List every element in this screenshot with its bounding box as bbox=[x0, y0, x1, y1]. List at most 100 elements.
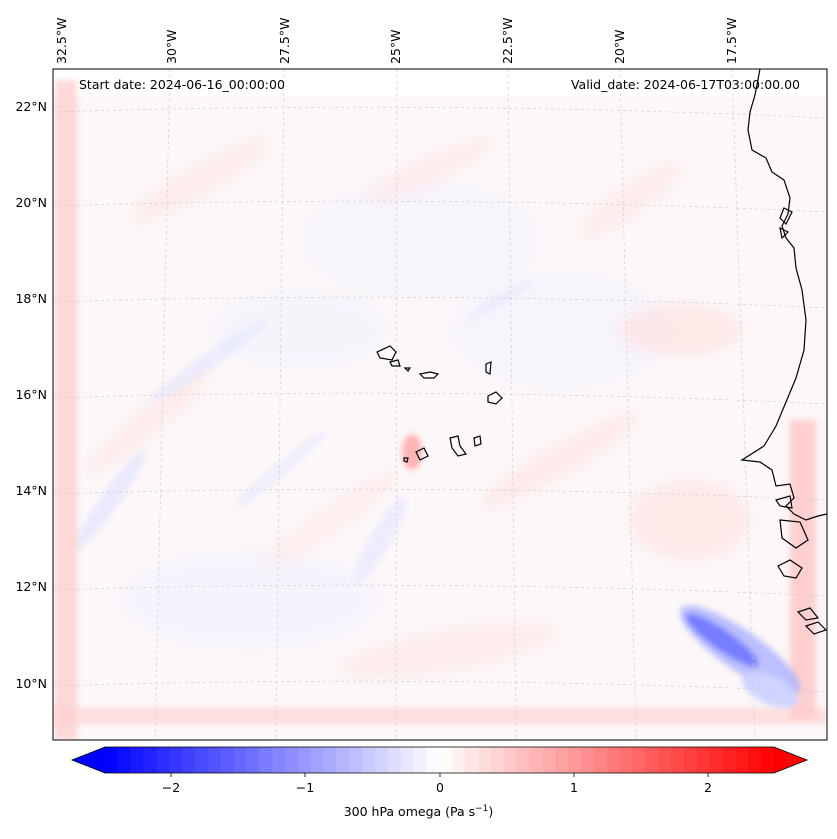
colorbar-cell bbox=[568, 747, 582, 773]
island-maio bbox=[473, 435, 482, 447]
colorbar-cell bbox=[207, 747, 222, 773]
lon-label: 20°W bbox=[612, 29, 627, 64]
colorbar-cell bbox=[388, 747, 402, 773]
colorbar-cell bbox=[105, 747, 119, 773]
colorbar-label: 300 hPa omega (Pa s−1) bbox=[0, 804, 837, 819]
colorbar-label-text: 300 hPa omega (Pa s bbox=[343, 804, 476, 820]
colorbar-tick-label: 0 bbox=[436, 780, 444, 795]
island-boa-vista bbox=[487, 391, 503, 405]
map-frame bbox=[52, 68, 828, 741]
colorbar-cell bbox=[336, 747, 351, 773]
lat-label: 22°N bbox=[15, 99, 47, 114]
omega-field bbox=[53, 69, 827, 740]
colorbar-cell bbox=[516, 747, 531, 773]
lat-labels: 22°N 20°N 18°N 16°N 14°N 12°N 10°N bbox=[15, 99, 47, 691]
island-sao-nicolau bbox=[418, 371, 440, 379]
colorbar: −2 −1 0 1 2 bbox=[70, 746, 809, 795]
colorbar-outline bbox=[70, 746, 809, 774]
lon-label: 22.5°W bbox=[500, 18, 515, 64]
colorbar-cell bbox=[182, 747, 196, 773]
africa-coastline bbox=[740, 69, 827, 521]
colorbar-cell bbox=[722, 747, 737, 773]
colorbar-cell bbox=[426, 747, 441, 773]
colorbar-extend-min bbox=[72, 747, 105, 773]
island-fogo bbox=[415, 447, 429, 461]
colorbar-cell bbox=[285, 747, 299, 773]
colorbar-tick-label: −2 bbox=[162, 780, 180, 795]
colorbar-cell bbox=[619, 747, 634, 773]
colorbar-cell bbox=[542, 747, 556, 773]
colorbar-cell bbox=[413, 747, 428, 773]
start-date-label: Start date: 2024-06-16_00:00:00 bbox=[79, 77, 285, 92]
colorbar-tick-label: 2 bbox=[704, 780, 712, 795]
colorbar-tick-label: 1 bbox=[570, 780, 578, 795]
island-sao-vicente bbox=[389, 359, 401, 367]
lat-label: 16°N bbox=[15, 387, 47, 402]
colorbar-cell bbox=[658, 747, 672, 773]
colorbar-cell bbox=[156, 747, 170, 773]
graticule bbox=[53, 69, 827, 740]
colorbar-cell bbox=[683, 747, 698, 773]
lat-label: 20°N bbox=[15, 195, 47, 210]
colorbar-tick-label: −1 bbox=[296, 780, 314, 795]
island-santa-luzia bbox=[403, 367, 412, 372]
colorbar-cell bbox=[220, 747, 235, 773]
colorbar-cell bbox=[490, 747, 505, 773]
colorbar-cell bbox=[671, 747, 685, 773]
coastlines bbox=[740, 69, 827, 635]
colorbar-cell bbox=[748, 747, 762, 773]
colorbar-cell bbox=[297, 747, 312, 773]
colorbar-cell bbox=[375, 747, 389, 773]
colorbar-cell bbox=[593, 747, 608, 773]
colorbar-cell bbox=[439, 747, 453, 773]
colorbar-cell bbox=[696, 747, 711, 773]
colorbar-cell bbox=[581, 747, 595, 773]
island-sal bbox=[485, 361, 492, 375]
colorbar-cell bbox=[259, 747, 273, 773]
colorbar-cell bbox=[606, 747, 621, 773]
lon-label: 27.5°W bbox=[277, 18, 292, 64]
lat-label: 18°N bbox=[15, 291, 47, 306]
cape-verde-islands bbox=[376, 345, 503, 463]
colorbar-cell bbox=[130, 747, 145, 773]
lon-label: 25°W bbox=[388, 29, 403, 64]
lat-label: 12°N bbox=[15, 579, 47, 594]
colorbar-cell bbox=[555, 747, 569, 773]
lat-label: 14°N bbox=[15, 483, 47, 498]
colorbar-ticks bbox=[170, 773, 709, 777]
lon-label: 30°W bbox=[164, 29, 179, 64]
colorbar-cell bbox=[310, 747, 325, 773]
lon-label: 17.5°W bbox=[724, 18, 739, 64]
colorbar-cell bbox=[143, 747, 158, 773]
colorbar-cell bbox=[362, 747, 376, 773]
colorbar-cell bbox=[400, 747, 415, 773]
colorbar-cell bbox=[645, 747, 659, 773]
colorbar-cell bbox=[169, 747, 183, 773]
lon-labels: 32.5°W 30°W 27.5°W 25°W 22.5°W 20°W 17.5… bbox=[54, 18, 739, 64]
colorbar-cell bbox=[323, 747, 338, 773]
colorbar-cell bbox=[503, 747, 518, 773]
colorbar-cell bbox=[233, 747, 248, 773]
colorbar-cell bbox=[761, 747, 775, 773]
colorbar-cell bbox=[709, 747, 724, 773]
colorbar-label-exponent: −1 bbox=[475, 804, 489, 814]
colorbar-cell bbox=[349, 747, 363, 773]
colorbar-cell bbox=[272, 747, 286, 773]
colorbar-cell bbox=[452, 747, 466, 773]
colorbar-cell bbox=[195, 747, 209, 773]
colorbar-cell bbox=[478, 747, 492, 773]
lon-label: 32.5°W bbox=[54, 18, 69, 64]
colorbar-cell bbox=[246, 747, 260, 773]
lat-label: 10°N bbox=[15, 676, 47, 691]
colorbar-cell bbox=[735, 747, 749, 773]
colorbar-cell bbox=[529, 747, 544, 773]
island-santiago bbox=[449, 435, 468, 457]
colorbar-cells bbox=[72, 747, 807, 773]
colorbar-extend-max bbox=[774, 747, 807, 773]
colorbar-cell bbox=[465, 747, 479, 773]
valid-date-label: Valid_date: 2024-06-17T03:00:00.00 bbox=[570, 77, 800, 92]
colorbar-cell bbox=[632, 747, 646, 773]
colorbar-cell bbox=[117, 747, 132, 773]
colorbar-label-close: ) bbox=[488, 804, 494, 820]
